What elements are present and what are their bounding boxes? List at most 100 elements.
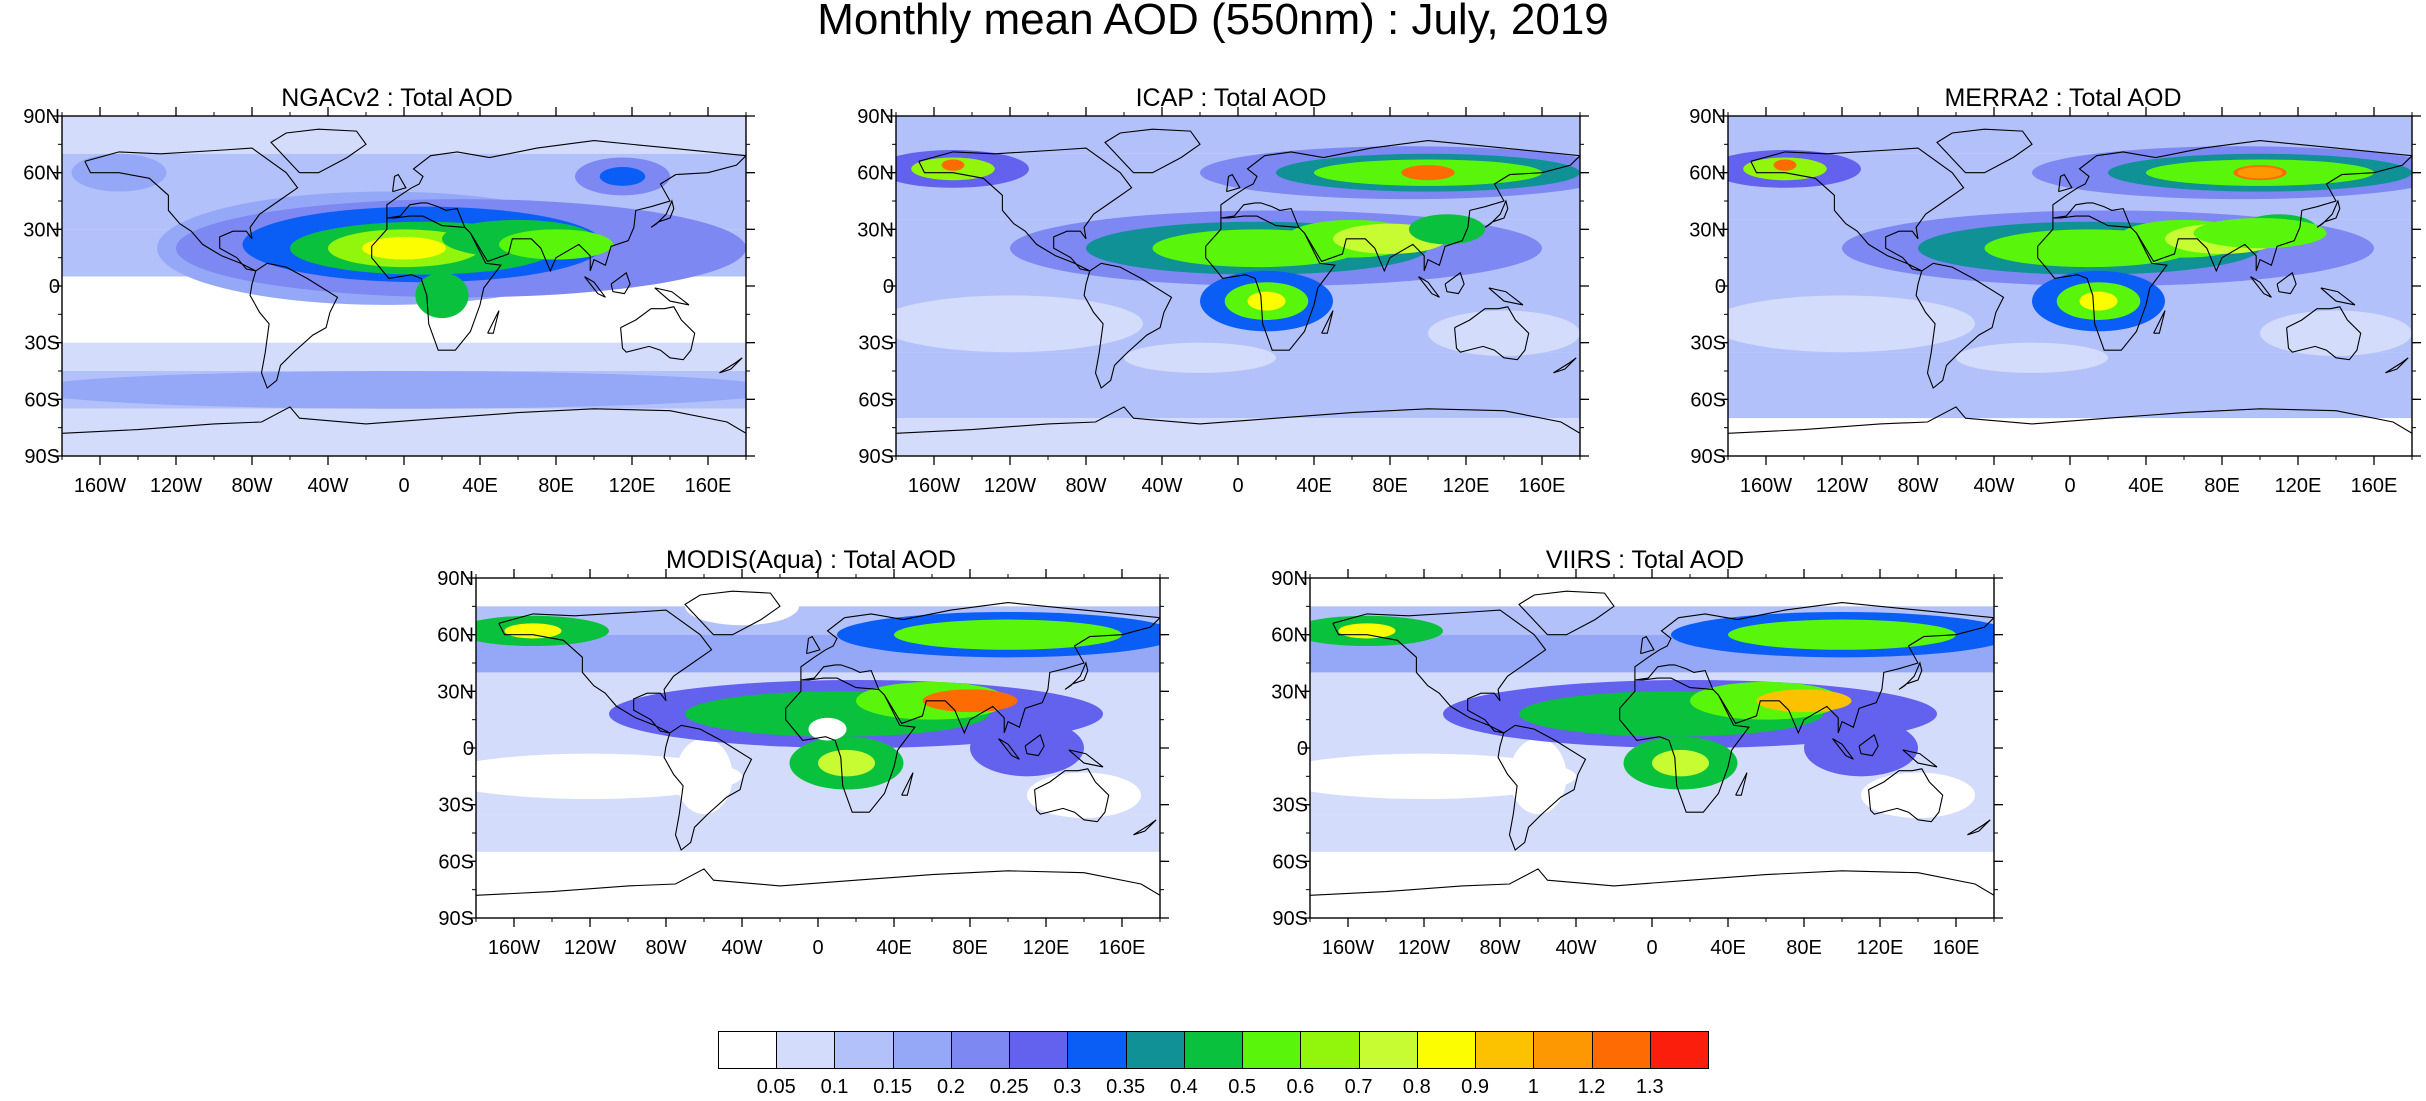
panel-viirs: VIIRS : Total AOD 90N 60N 30N 0 30S 60S 90S 160…	[1248, 546, 2008, 966]
colorbar-swatch	[1067, 1031, 1127, 1069]
aod-field	[476, 753, 742, 799]
aod-field	[62, 408, 746, 456]
lon-tick-label: 80E	[1372, 475, 1408, 497]
aod-field	[685, 587, 799, 626]
aod-field	[2193, 218, 2327, 249]
lon-tick-label: 40E	[462, 475, 498, 497]
lon-tick-label: 120W	[564, 937, 616, 959]
aod-field	[476, 851, 1160, 918]
colorbar-label: 0.4	[1169, 1076, 1198, 1098]
coastline	[1310, 590, 1994, 896]
colorbar-swatch	[1183, 1031, 1244, 1069]
panel-icap: ICAP : Total AOD 90N 60N 30N 0 30S 60S 90S 160W…	[834, 84, 1594, 504]
figure-title: Monthly mean AOD (550nm) : July, 2019	[817, 0, 1609, 44]
colorbar-label: 0.9	[1461, 1076, 1489, 1098]
lon-tick-label: 160E	[2351, 475, 2398, 497]
colorbar-label: 0.15	[873, 1076, 913, 1098]
aod-map: 90N 60N 30N 0 30S 60S 90S 160W 120W 80W 40W 0 40E 80E…	[1271, 568, 2003, 959]
colorbar-swatch	[834, 1031, 894, 1069]
colorbar-swatch	[718, 1031, 778, 1069]
aod-field	[362, 236, 446, 260]
lon-tick-label: 160W	[488, 937, 540, 959]
aod-field	[1509, 738, 1567, 815]
panel-title: VIIRS : Total AOD	[1545, 546, 1745, 574]
lon-tick-label: 160W	[1322, 937, 1374, 959]
aod-field	[1247, 291, 1286, 311]
colorbar-label: 0.1	[820, 1076, 849, 1098]
aod-field-layer	[62, 116, 746, 456]
lon-tick-label: 80E	[2204, 475, 2240, 497]
lat-tick-label: 60S	[1690, 389, 1726, 411]
aod-field	[2260, 310, 2412, 356]
lat-tick-label: 90S	[1272, 908, 1308, 930]
lat-tick-label: 0	[883, 276, 894, 298]
lon-tick-label: 120E	[1023, 937, 1070, 959]
lon-tick-label: 40E	[1296, 475, 1332, 497]
lon-tick-label: 0	[2064, 475, 2075, 497]
lat-tick-label: 30S	[24, 333, 60, 355]
lon-tick-label: 120E	[1857, 937, 1904, 959]
aod-field	[970, 719, 1084, 777]
colorbar-swatch	[950, 1031, 1011, 1069]
colorbar-swatch	[1358, 1031, 1418, 1069]
lon-tick-label: 40E	[876, 937, 912, 959]
aod-map: 90N 60N 30N 0 30S 60S 90S 160W 120W 80W 40W 0 40E 80E…	[437, 568, 1169, 959]
aod-field-layer	[1728, 116, 2412, 456]
lon-tick-label: 120W	[1816, 475, 1868, 497]
aod-field	[1956, 342, 2108, 373]
lon-tick-label: 120E	[609, 475, 656, 497]
aod-field	[1804, 719, 1918, 777]
aod-field	[2079, 291, 2118, 311]
lat-tick-label: 60N	[1271, 625, 1308, 647]
lon-tick-label: 0	[812, 937, 823, 959]
lon-tick-label: 120E	[2275, 475, 2322, 497]
colorbar-swatch	[1125, 1031, 1185, 1069]
lon-tick-label: 40W	[307, 475, 348, 497]
lat-tick-label: 60S	[858, 389, 894, 411]
lat-tick-label: 60N	[1689, 163, 1726, 185]
panel-title: MODIS(Aqua) : Total AOD	[666, 546, 956, 574]
aod-field	[922, 689, 1018, 713]
coastline	[62, 128, 746, 434]
lon-tick-label: 160E	[1933, 937, 1980, 959]
aod-field	[894, 619, 1122, 650]
lon-tick-label: 120W	[984, 475, 1036, 497]
aod-field	[896, 295, 1143, 353]
aod-field	[1652, 749, 1709, 777]
lon-tick-label: 160W	[1740, 475, 1792, 497]
lat-tick-label: 90N	[437, 568, 474, 590]
aod-field	[1310, 753, 1576, 799]
lon-tick-label: 160E	[1099, 937, 1146, 959]
colorbar-label: 0.05	[756, 1076, 796, 1098]
colorbar-swatch	[1242, 1031, 1302, 1069]
aod-field	[896, 418, 1580, 456]
lon-tick-label: 160E	[1519, 475, 1566, 497]
aod-field	[599, 167, 646, 186]
colorbar-label: 0.3	[1053, 1076, 1082, 1098]
colorbar-swatch	[1300, 1031, 1360, 1069]
lat-tick-label: 0	[463, 738, 474, 760]
panel-merra2: MERRA2 : Total AOD 90N 60N 30N 0 30S 60S 90S 16…	[1666, 84, 2426, 504]
colorbar-swatch	[1009, 1031, 1069, 1069]
lat-tick-label: 90N	[1271, 568, 1308, 590]
coastline	[476, 590, 1160, 896]
lon-tick-label: 40E	[2128, 475, 2164, 497]
aod-field	[504, 623, 562, 639]
lat-tick-label: 90N	[1689, 106, 1726, 128]
lat-tick-label: 60N	[437, 625, 474, 647]
lon-tick-label: 120W	[150, 475, 202, 497]
lon-tick-label: 40W	[721, 937, 762, 959]
aod-field	[2237, 167, 2283, 179]
lon-tick-label: 80W	[1897, 475, 1938, 497]
aod-field	[62, 371, 746, 409]
lon-tick-label: 160W	[74, 475, 126, 497]
colorbar-label: 0.2	[937, 1076, 965, 1098]
coastline	[1728, 128, 2412, 434]
lon-tick-label: 80E	[538, 475, 574, 497]
lon-tick-label: 80E	[1786, 937, 1822, 959]
lon-tick-label: 80W	[1479, 937, 1520, 959]
lat-tick-label: 0	[1715, 276, 1726, 298]
panel-ngacv2: NGACv2 : Total AOD 90N 60N 30N 0 30S 60S 90S 16…	[0, 84, 760, 504]
aod-field	[1027, 772, 1141, 818]
colorbar-label: 1	[1527, 1076, 1539, 1098]
